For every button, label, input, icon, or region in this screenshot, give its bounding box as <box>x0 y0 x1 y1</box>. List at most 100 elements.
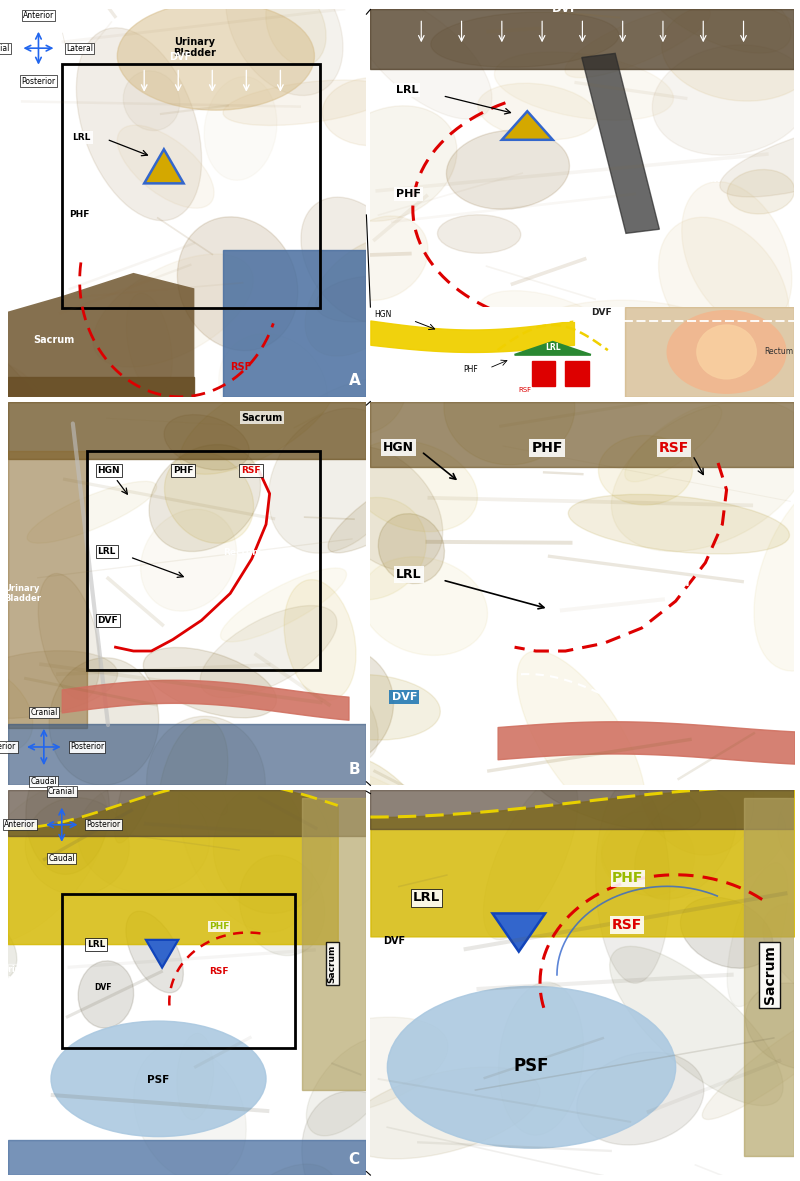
Text: A: A <box>349 373 360 389</box>
Text: PSF: PSF <box>147 1075 170 1084</box>
Ellipse shape <box>662 2 800 102</box>
Ellipse shape <box>178 217 298 351</box>
Text: DVF: DVF <box>94 984 111 992</box>
Text: DVF: DVF <box>552 2 579 15</box>
Text: HGN: HGN <box>374 309 392 319</box>
Text: Medial: Medial <box>0 44 10 53</box>
Ellipse shape <box>727 862 788 1006</box>
Ellipse shape <box>316 497 426 600</box>
Ellipse shape <box>78 961 134 1027</box>
Ellipse shape <box>697 325 756 379</box>
Ellipse shape <box>180 371 334 475</box>
Ellipse shape <box>595 781 670 984</box>
Text: DVF: DVF <box>392 692 417 702</box>
Text: LRL: LRL <box>413 892 440 905</box>
Ellipse shape <box>658 217 789 360</box>
Text: LRL: LRL <box>98 547 116 556</box>
Ellipse shape <box>349 758 422 823</box>
Text: Rectum: Rectum <box>230 189 269 197</box>
Text: PHF: PHF <box>612 872 643 886</box>
Bar <box>62 64 320 308</box>
Ellipse shape <box>378 514 445 583</box>
Ellipse shape <box>134 1044 246 1181</box>
Bar <box>566 361 589 386</box>
Ellipse shape <box>667 311 786 393</box>
Text: Caudal: Caudal <box>48 854 75 863</box>
Ellipse shape <box>239 855 325 955</box>
Ellipse shape <box>0 308 54 432</box>
Ellipse shape <box>368 727 406 811</box>
Ellipse shape <box>517 651 646 829</box>
Text: LRL: LRL <box>87 940 106 948</box>
Ellipse shape <box>38 574 100 699</box>
Ellipse shape <box>483 775 578 940</box>
Ellipse shape <box>284 580 356 700</box>
Text: Cranial: Cranial <box>48 787 75 796</box>
Text: HGN: HGN <box>98 466 120 475</box>
Polygon shape <box>8 273 194 397</box>
Ellipse shape <box>328 457 468 553</box>
Ellipse shape <box>158 719 228 848</box>
Ellipse shape <box>237 1164 337 1181</box>
Ellipse shape <box>314 344 407 435</box>
Ellipse shape <box>49 658 158 785</box>
Ellipse shape <box>639 727 754 855</box>
Ellipse shape <box>223 80 391 125</box>
Bar <box>582 53 659 234</box>
Ellipse shape <box>302 1091 445 1181</box>
Text: Sacrum: Sacrum <box>328 944 337 983</box>
Ellipse shape <box>494 52 674 120</box>
Ellipse shape <box>214 782 331 913</box>
Ellipse shape <box>754 472 800 671</box>
Ellipse shape <box>720 119 800 197</box>
Ellipse shape <box>680 898 773 968</box>
Text: RSF: RSF <box>612 918 642 932</box>
Bar <box>8 402 366 459</box>
Ellipse shape <box>218 333 327 443</box>
Ellipse shape <box>221 568 346 641</box>
Ellipse shape <box>361 556 487 655</box>
Ellipse shape <box>652 45 800 155</box>
Text: RSF: RSF <box>209 966 228 976</box>
FancyArrowPatch shape <box>73 424 108 725</box>
Text: HGN: HGN <box>383 441 414 455</box>
Ellipse shape <box>126 293 172 394</box>
Ellipse shape <box>431 12 619 67</box>
Ellipse shape <box>640 0 791 53</box>
Text: Posterior: Posterior <box>22 77 55 85</box>
Text: LRL: LRL <box>396 568 422 581</box>
Ellipse shape <box>93 254 254 367</box>
Ellipse shape <box>0 651 118 718</box>
Ellipse shape <box>0 782 107 944</box>
Polygon shape <box>146 940 178 967</box>
Text: Anterior: Anterior <box>23 11 54 20</box>
Text: Lateral: Lateral <box>66 44 93 53</box>
Ellipse shape <box>226 0 343 96</box>
Bar <box>8 378 194 397</box>
Text: Cranial: Cranial <box>30 707 58 717</box>
Bar <box>531 361 555 386</box>
Ellipse shape <box>610 946 783 1105</box>
Text: DVF: DVF <box>383 937 406 946</box>
Ellipse shape <box>114 674 184 843</box>
Ellipse shape <box>118 1 314 110</box>
Text: RSF: RSF <box>519 387 532 393</box>
Text: DVF: DVF <box>98 615 118 625</box>
Text: Anterior: Anterior <box>4 821 35 829</box>
Ellipse shape <box>778 779 800 874</box>
Ellipse shape <box>444 350 574 465</box>
Polygon shape <box>514 341 591 354</box>
Ellipse shape <box>149 444 261 552</box>
Text: Urinary
Bladder: Urinary Bladder <box>2 965 35 985</box>
Ellipse shape <box>118 125 214 208</box>
Text: C: C <box>349 1151 360 1167</box>
Ellipse shape <box>702 1001 800 1120</box>
Text: Rectum: Rectum <box>676 174 720 184</box>
Bar <box>87 451 320 671</box>
Bar <box>223 249 366 397</box>
Text: LRL: LRL <box>396 85 418 94</box>
Ellipse shape <box>498 983 584 1135</box>
Ellipse shape <box>300 674 440 740</box>
Ellipse shape <box>0 667 33 752</box>
Text: Rectum: Rectum <box>634 576 690 589</box>
